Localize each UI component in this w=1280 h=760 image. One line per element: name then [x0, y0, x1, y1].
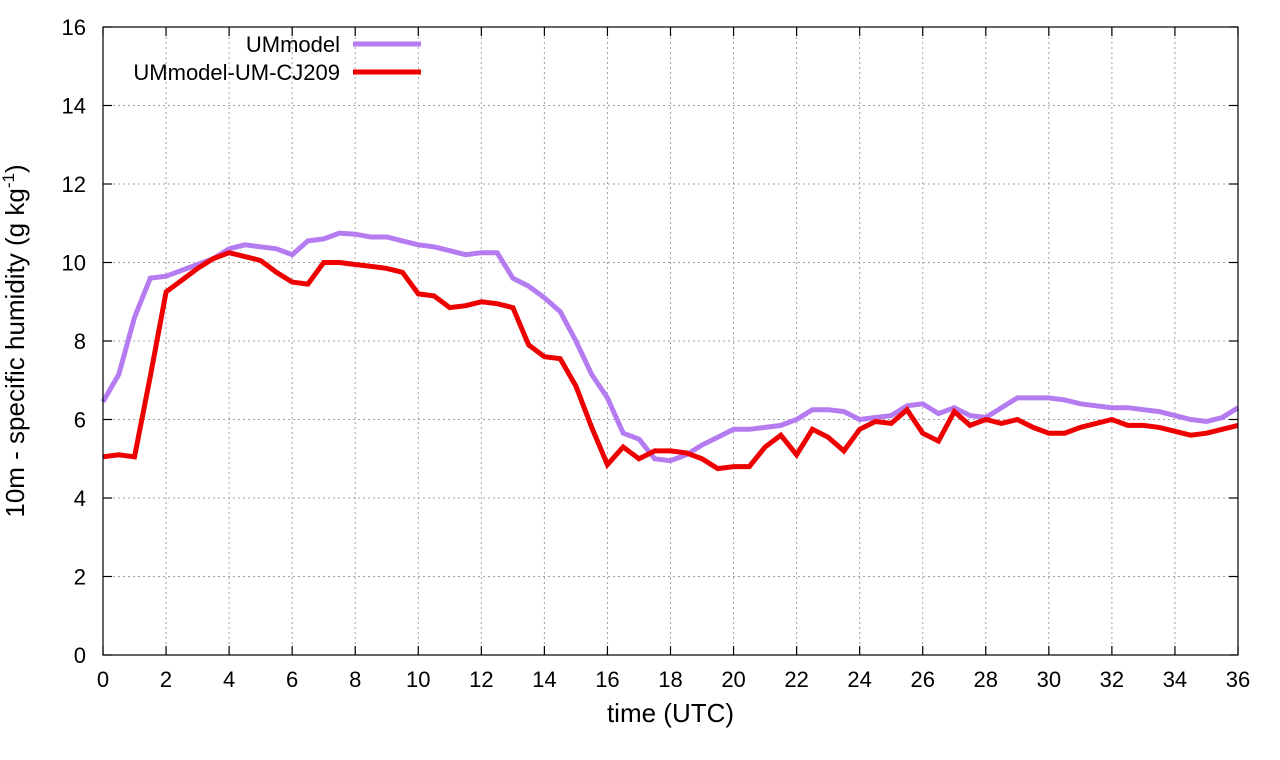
- x-tick-label: 18: [658, 667, 682, 692]
- x-tick-label: 26: [910, 667, 934, 692]
- x-tick-label: 30: [1037, 667, 1061, 692]
- x-tick-label: 14: [532, 667, 556, 692]
- x-tick-label: 20: [721, 667, 745, 692]
- y-axis-title: 10m - specific humidity (g kg-1): [0, 164, 30, 517]
- x-tick-label: 36: [1226, 667, 1250, 692]
- x-tick-label: 32: [1100, 667, 1124, 692]
- series-line-ummodel-um-cj209: [103, 253, 1238, 469]
- y-tick-label: 2: [74, 565, 86, 590]
- y-axis-title-superscript: -1: [0, 173, 18, 188]
- x-tick-label: 12: [469, 667, 493, 692]
- x-tick-label: 10: [406, 667, 430, 692]
- x-tick-label: 6: [286, 667, 298, 692]
- legend: UMmodel UMmodel-UM-CJ209: [133, 32, 421, 85]
- x-tick-label: 22: [784, 667, 808, 692]
- y-tick-label: 0: [74, 643, 86, 668]
- x-tick-label: 2: [160, 667, 172, 692]
- x-axis-title: time (UTC): [607, 698, 734, 728]
- y-tick-label: 8: [74, 329, 86, 354]
- y-tick-label: 16: [62, 15, 86, 40]
- y-tick-label: 14: [62, 94, 86, 119]
- y-tick-label: 4: [74, 486, 86, 511]
- y-axis-title-main: 10m - specific humidity (g kg: [0, 188, 30, 517]
- x-tick-label: 16: [595, 667, 619, 692]
- y-tick-label: 12: [62, 172, 86, 197]
- grid-lines: [103, 27, 1238, 655]
- x-axis-tick-labels: 0 2 4 6 8 10 12 14 16 18 20 22 24 26 28 30 32 34 36: [97, 667, 1250, 692]
- x-tick-label: 0: [97, 667, 109, 692]
- y-axis-tick-labels: 0 2 4 6 8 10 12 14 16: [62, 15, 86, 668]
- y-tick-label: 10: [62, 251, 86, 276]
- y-axis-title-close: ): [0, 164, 30, 173]
- x-tick-label: 34: [1163, 667, 1187, 692]
- x-tick-label: 28: [974, 667, 998, 692]
- x-tick-label: 8: [349, 667, 361, 692]
- legend-label-ummodel: UMmodel: [246, 32, 340, 57]
- y-tick-label: 6: [74, 408, 86, 433]
- legend-label-ummodel-um-cj209: UMmodel-UM-CJ209: [133, 60, 340, 85]
- x-tick-label: 4: [223, 667, 235, 692]
- x-tick-label: 24: [847, 667, 871, 692]
